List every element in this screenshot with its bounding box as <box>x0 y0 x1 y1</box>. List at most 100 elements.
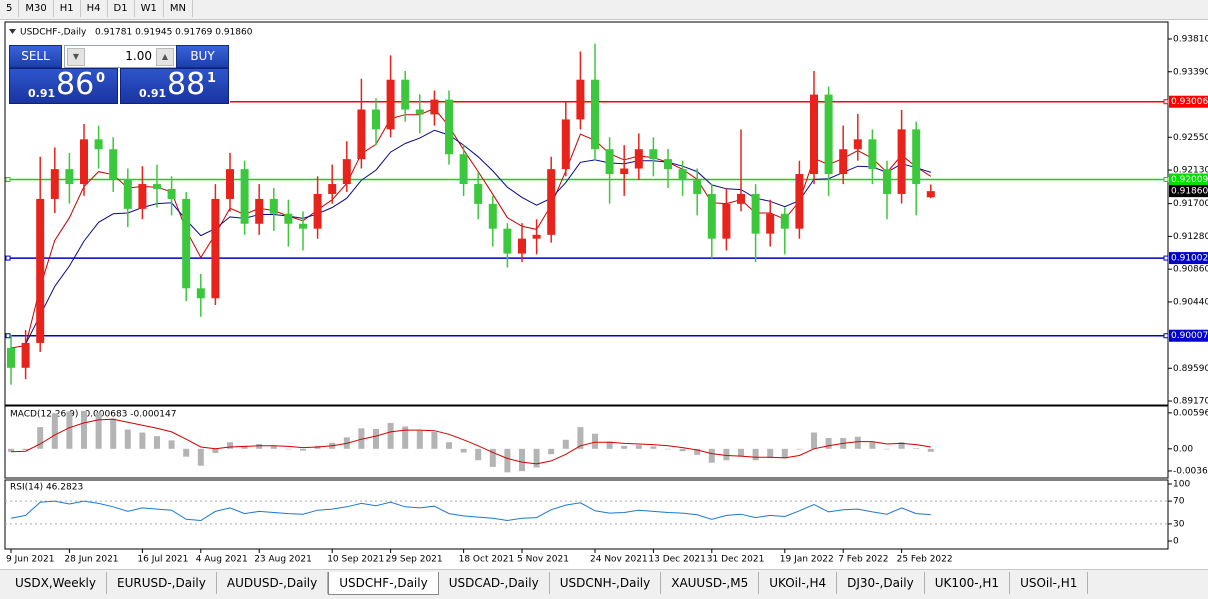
candle-body <box>109 149 118 180</box>
macd-bar <box>854 436 861 449</box>
level-label-box <box>1169 95 1208 108</box>
macd-bar <box>270 445 277 449</box>
bid-price[interactable]: 0.91 86 0 <box>9 67 118 104</box>
candle-body <box>561 119 570 170</box>
macd-bar <box>373 428 379 449</box>
macd-bar <box>811 432 817 449</box>
candle-body <box>226 169 234 199</box>
chart-tab[interactable]: USDCHF-,Daily <box>328 572 439 595</box>
candle-body <box>167 188 176 199</box>
timeframe-button[interactable]: H4 <box>81 0 108 17</box>
candle-body <box>21 342 30 368</box>
rsi-window-frame <box>4 479 1169 550</box>
ask-pips: 88 <box>167 67 206 102</box>
macd-bar <box>708 448 715 463</box>
candle-body <box>36 198 45 343</box>
candle-body <box>474 184 483 204</box>
level-label-box <box>1169 329 1208 342</box>
y-tick-label: -0.003669 <box>1173 466 1208 476</box>
timeframe-button[interactable]: W1 <box>135 0 164 17</box>
x-tick-label: 25 Feb 2022 <box>897 555 953 565</box>
macd-bar <box>767 448 774 458</box>
macd-bar <box>300 448 306 451</box>
chart-tab[interactable]: EURUSD-,Daily <box>107 572 217 594</box>
macd-bar <box>927 448 934 452</box>
timeframe-button[interactable]: H1 <box>54 0 81 17</box>
lots-input[interactable]: ▼ 1.00 ▲ <box>64 45 177 68</box>
macd-bar <box>475 448 482 461</box>
sell-button[interactable]: SELL <box>9 45 62 68</box>
level-handle <box>5 333 11 339</box>
timeframe-button[interactable]: D1 <box>108 0 135 17</box>
timeframe-button[interactable]: 5 <box>0 0 20 17</box>
macd-bar <box>95 412 102 449</box>
level-label: 0.93006 <box>1171 97 1208 107</box>
chart-tab[interactable]: USDX,Weekly <box>5 572 107 594</box>
level-label-box <box>1169 252 1208 265</box>
bid-prefix: 0.91 <box>28 87 56 100</box>
macd-bar <box>884 448 890 450</box>
timeframe-button[interactable]: M30 <box>19 0 54 17</box>
y-tick-label: 0.005963 <box>1173 408 1208 418</box>
macd-bar <box>606 441 613 449</box>
candle-body <box>897 129 906 194</box>
y-tick-label: 0.92550 <box>1173 133 1208 143</box>
macd-bar <box>154 436 160 449</box>
macd-bar <box>387 422 394 449</box>
candle-body <box>80 139 88 185</box>
macd-signal <box>10 418 931 465</box>
chart-tab[interactable]: AUDUSD-,Daily <box>217 572 329 594</box>
candle-body <box>751 193 760 234</box>
macd-bar <box>665 448 671 450</box>
macd-bar <box>752 448 759 461</box>
candle-body <box>766 213 775 234</box>
macd-bar <box>825 437 832 449</box>
rsi-line <box>10 500 931 522</box>
macd-bar <box>124 429 131 449</box>
y-tick-label: 0.90440 <box>1173 297 1208 307</box>
macd-bar <box>548 448 555 455</box>
chart-tab[interactable]: DJ30-,Daily <box>837 572 925 594</box>
candle-body <box>459 154 468 185</box>
chart-tab[interactable]: UKOil-,H4 <box>759 572 838 594</box>
macd-bar <box>51 413 58 449</box>
x-tick-label: 16 Jul 2021 <box>137 555 188 565</box>
lots-down[interactable]: ▼ <box>67 48 85 66</box>
candle-body <box>357 109 366 160</box>
chart-tab[interactable]: UK100-,H1 <box>925 572 1011 594</box>
candle-body <box>780 213 789 229</box>
x-tick-label: 23 Aug 2021 <box>254 555 312 565</box>
macd-bar <box>460 448 467 453</box>
ask-price[interactable]: 0.91 88 1 <box>120 67 229 104</box>
chart-tab[interactable]: USDCNH-,Daily <box>550 572 662 594</box>
lots-up[interactable]: ▲ <box>156 48 174 66</box>
chart-tab[interactable]: XAUUSD-,M5 <box>661 572 760 594</box>
x-tick-label: 7 Feb 2022 <box>838 555 888 565</box>
buy-button[interactable]: BUY <box>176 45 229 68</box>
x-tick-label: 10 Sep 2021 <box>327 555 384 565</box>
macd-bar <box>139 432 146 449</box>
chart-tab[interactable]: USOil-,H1 <box>1010 572 1089 594</box>
x-tick-label: 29 Sep 2021 <box>386 555 443 565</box>
candle-body <box>912 129 921 185</box>
y-tick-label: 0.89590 <box>1173 364 1208 374</box>
macd-bar <box>81 410 87 449</box>
candle-body <box>328 184 337 194</box>
level-label-box <box>1169 173 1208 186</box>
candle-body <box>65 169 74 185</box>
chart-menu-icon <box>9 29 16 34</box>
timeframe-button[interactable]: MN <box>164 0 193 17</box>
macd-bar <box>402 426 409 449</box>
chart-tab[interactable]: USDCAD-,Daily <box>439 572 550 594</box>
candle-body <box>532 234 541 239</box>
chart-quote: 0.91781 0.91945 0.91769 0.91860 <box>95 28 253 38</box>
candle-body <box>138 184 147 209</box>
y-tick-label: 0.93810 <box>1173 34 1208 44</box>
x-tick-label: 19 Jan 2022 <box>780 555 834 565</box>
macd-bar <box>241 445 248 449</box>
chart-tabs: USDX,Weekly EURUSD-,Daily AUDUSD-,Daily USD… <box>0 569 1208 599</box>
candle-body <box>255 198 264 224</box>
rsi-title: RSI(14) 46.2823 <box>10 483 83 493</box>
one-click-trading: SELL ▼ 1.00 ▲ BUY 0.91 86 0 0.91 88 1 <box>9 45 229 104</box>
